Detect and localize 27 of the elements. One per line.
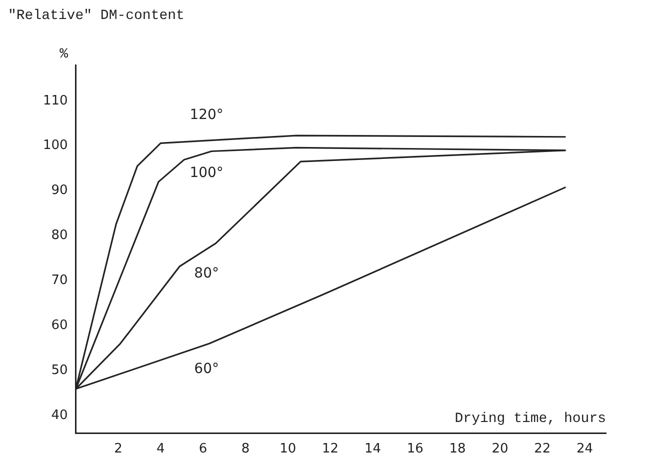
series-label: 120° — [190, 106, 224, 123]
x-axis-title: Drying time, hours — [454, 411, 606, 428]
y-tick-label: 90 — [51, 183, 68, 198]
x-tick-label: 18 — [449, 442, 466, 457]
x-tick-label: 4 — [156, 442, 165, 457]
x-tick-label: 2 — [114, 442, 122, 457]
series-label: 60° — [194, 361, 219, 378]
series-label: 100° — [190, 165, 224, 182]
y-tick-label: 70 — [51, 273, 68, 288]
x-tick-label: 10 — [280, 442, 296, 457]
y-tick-label: 50 — [51, 362, 68, 378]
x-tick-label: 20 — [492, 442, 508, 457]
y-tick-label: 100 — [42, 138, 68, 154]
x-tick-label: 24 — [576, 442, 594, 457]
x-tick-label: 22 — [534, 442, 551, 457]
y-tick-label: 80 — [51, 228, 68, 244]
series-label: 80° — [194, 265, 219, 282]
y-tick-label: 40 — [51, 408, 68, 423]
x-tick-label: 14 — [364, 442, 381, 457]
chart-title: "Relative" DM-content — [8, 8, 184, 24]
x-tick-label: 12 — [322, 442, 339, 457]
x-tick-label: 16 — [406, 442, 424, 457]
y-tick-label: 110 — [42, 93, 68, 108]
y-tick-label: 60 — [51, 318, 68, 333]
x-tick-label: 8 — [241, 442, 250, 457]
x-tick-label: 6 — [198, 442, 208, 457]
y-axis-title: % — [60, 46, 69, 63]
